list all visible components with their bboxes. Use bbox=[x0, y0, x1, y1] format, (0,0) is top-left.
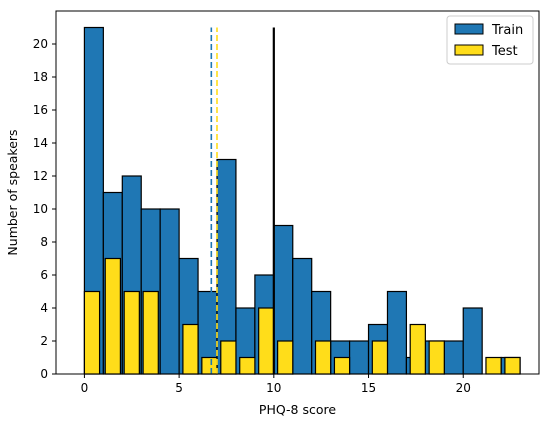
test-bar-1 bbox=[104, 257, 121, 375]
test-bar-2 bbox=[123, 290, 140, 375]
train-bar-14 bbox=[348, 340, 370, 375]
test-bar-3 bbox=[142, 290, 159, 375]
plot-frame bbox=[55, 10, 540, 375]
x-tick-label-20: 20 bbox=[456, 381, 471, 395]
test-bar-6 bbox=[220, 340, 237, 375]
y-tick-label-18: 18 bbox=[33, 70, 48, 84]
y-axis-ticks: 0 2 4 6 8 10 12 14 16 18 20 bbox=[33, 37, 56, 381]
legend: Train Test bbox=[446, 15, 534, 65]
test-bar-7 bbox=[239, 356, 256, 375]
x-tick-label-10: 10 bbox=[266, 381, 281, 395]
y-tick-label-14: 14 bbox=[33, 136, 48, 150]
x-axis-ticks: 0 5 10 15 20 bbox=[81, 374, 471, 395]
test-bar-0 bbox=[83, 290, 101, 375]
x-tick-label-5: 5 bbox=[175, 381, 183, 395]
train-bar-19 bbox=[443, 340, 464, 375]
train-bar-11 bbox=[292, 257, 313, 375]
y-tick-label-10: 10 bbox=[33, 202, 48, 216]
test-bar-12 bbox=[371, 340, 389, 375]
x-axis-title: PHQ-8 score bbox=[259, 402, 336, 417]
test-bar-4 bbox=[182, 323, 199, 375]
train-bar-4 bbox=[159, 208, 180, 375]
test-bars bbox=[83, 257, 521, 375]
y-tick-label-2: 2 bbox=[40, 334, 48, 348]
y-tick-label-20: 20 bbox=[33, 37, 48, 51]
y-tick-label-16: 16 bbox=[33, 103, 48, 117]
train-bar-20 bbox=[462, 307, 483, 375]
legend-label-test: Test bbox=[491, 44, 518, 59]
train-bar-16 bbox=[386, 290, 408, 375]
x-tick-label-15: 15 bbox=[361, 381, 376, 395]
test-bar-11 bbox=[333, 356, 351, 375]
y-tick-label-6: 6 bbox=[40, 268, 48, 282]
y-axis-title: Number of speakers bbox=[5, 129, 20, 255]
reference-lines bbox=[210, 27, 275, 374]
test-bar-8 bbox=[258, 307, 275, 375]
y-tick-label-12: 12 bbox=[33, 169, 48, 183]
test-bar-13 bbox=[409, 323, 426, 375]
y-tick-label-4: 4 bbox=[40, 301, 48, 315]
y-tick-label-8: 8 bbox=[40, 235, 48, 249]
legend-swatch-train bbox=[454, 23, 484, 35]
test-bar-9 bbox=[277, 340, 294, 375]
legend-label-train: Train bbox=[491, 23, 523, 38]
test-bar-16 bbox=[504, 356, 521, 375]
legend-swatch-test bbox=[454, 44, 484, 56]
test-bar-15 bbox=[485, 356, 502, 375]
x-tick-label-0: 0 bbox=[81, 381, 89, 395]
test-bar-10 bbox=[314, 340, 332, 375]
test-bar-5 bbox=[201, 356, 218, 375]
test-bar-14 bbox=[428, 340, 445, 375]
y-tick-label-0: 0 bbox=[40, 367, 48, 381]
